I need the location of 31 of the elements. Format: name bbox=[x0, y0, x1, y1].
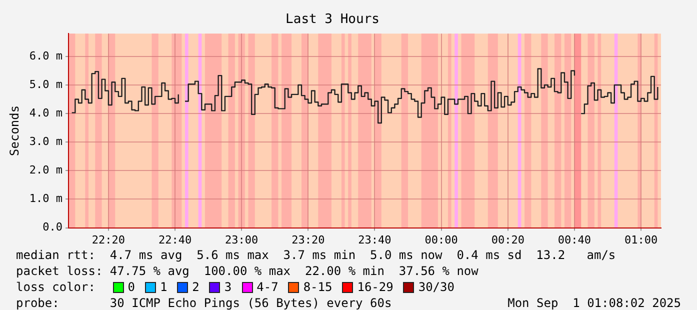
x-tick-label: 23:00 bbox=[225, 233, 258, 246]
y-tick-label: 1.0 m bbox=[29, 192, 63, 206]
text: 8-15 bbox=[303, 280, 332, 294]
text: 4-7 bbox=[256, 280, 278, 294]
x-tick-label: 00:00 bbox=[424, 233, 458, 246]
text: 3 bbox=[224, 280, 232, 294]
text: 1 bbox=[160, 280, 168, 294]
x-tick-label: 23:20 bbox=[292, 233, 325, 246]
y-tick-label: 3.0 m bbox=[29, 134, 63, 148]
x-tick-label: 01:00 bbox=[624, 233, 658, 246]
x-tick-label: 23:40 bbox=[358, 233, 392, 246]
text: packet loss: 47.75 % avg 100.00 % max 22.00 % min 37.56 % now bbox=[16, 264, 478, 278]
x-tick-label: 00:40 bbox=[558, 233, 592, 246]
y-tick-label: 0.0 bbox=[42, 220, 63, 234]
text: 0 bbox=[128, 280, 135, 294]
chart-title: Last 3 Hours bbox=[286, 12, 380, 28]
y-tick-label: 5.0 m bbox=[29, 78, 63, 91]
text: median rtt: 4.7 ms avg 5.6 ms max 3.7 ms min 5.0 ms now 0.4 ms sd 13.2 am/s bbox=[16, 248, 616, 262]
y-axis-title: Seconds bbox=[7, 105, 22, 156]
x-tick-label: 00:20 bbox=[491, 233, 524, 246]
text: 16-29 bbox=[357, 280, 394, 294]
text: Mon Sep 1 01:08:02 2025 bbox=[508, 296, 681, 310]
text: loss color: bbox=[16, 280, 96, 294]
x-tick-label: 22:40 bbox=[158, 233, 192, 246]
text: 30/30 bbox=[418, 280, 454, 294]
y-tick-label: 6.0 m bbox=[29, 49, 63, 62]
text: 2 bbox=[192, 280, 200, 294]
x-tick-label: 22:20 bbox=[92, 233, 126, 246]
y-tick-label: 4.0 m bbox=[29, 106, 63, 120]
text: probe: 30 ICMP Echo Pings (56 Bytes) every 60s bbox=[16, 296, 392, 310]
y-tick-label: 2.0 m bbox=[29, 164, 63, 177]
